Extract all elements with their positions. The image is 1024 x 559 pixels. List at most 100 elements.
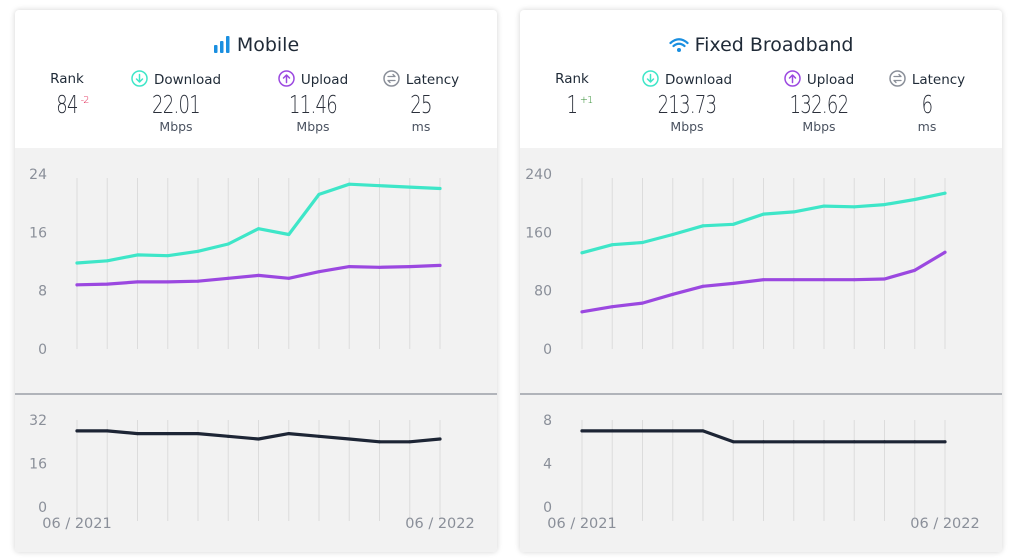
latency-data-point: [671, 429, 675, 433]
download-label: Download: [153, 72, 222, 88]
y-tick-label: 32: [29, 413, 47, 429]
latency-data-point: [226, 434, 230, 438]
upload-unit: Mbps: [802, 119, 836, 134]
y-tick-label: 0: [543, 500, 552, 516]
latency-value: 25: [410, 90, 432, 119]
download-data-point: [671, 233, 675, 237]
y-tick-label: 8: [543, 413, 552, 429]
latency-data-point: [822, 440, 826, 444]
upload-data-point: [136, 280, 139, 284]
latency-data-point: [883, 440, 886, 444]
upload-data-point: [731, 281, 735, 285]
upload-data-point: [166, 280, 170, 284]
rank-metric: Rank 84 -2: [15, 70, 122, 120]
download-data-point: [317, 192, 321, 196]
rank-label: Rank: [50, 71, 84, 87]
latency-unit: ms: [411, 119, 431, 134]
upload-metric: Upload 11.46 Mbps: [258, 70, 368, 134]
latency-data-point: [105, 429, 109, 433]
upload-data-point: [408, 265, 412, 269]
latency-data-point: [580, 429, 584, 433]
upload-metric: Upload 132.62 Mbps: [764, 70, 874, 134]
x-tick-label-start: 06 / 2021: [42, 516, 111, 532]
latency-metric: Latency 6 ms: [872, 70, 982, 134]
upload-data-point: [378, 265, 381, 269]
rank-metric: Rank 1 +1: [520, 70, 627, 120]
download-data-point: [378, 184, 381, 188]
upload-label: Upload: [300, 72, 349, 88]
latency-data-point: [641, 429, 644, 433]
latency-data-point: [317, 434, 321, 438]
upload-data-point: [75, 283, 79, 287]
y-tick-label: 16: [29, 225, 47, 241]
y-tick-label: 4: [543, 457, 552, 473]
latency-data-point: [792, 440, 796, 444]
latency-data-point: [166, 432, 170, 436]
panel-title-text: Mobile: [236, 34, 300, 56]
upload-data-point: [641, 301, 644, 305]
download-value: 22.01: [152, 90, 201, 119]
latency-data-point: [438, 437, 442, 441]
upload-data-point: [671, 292, 675, 296]
latency-label: Latency: [405, 72, 460, 88]
rank-change: +1: [580, 95, 593, 106]
latency-value: 6: [921, 90, 933, 119]
download-arrow-icon: [642, 70, 659, 92]
rank-label: Rank: [555, 71, 589, 87]
upload-data-point: [580, 310, 584, 314]
download-data-point: [226, 242, 230, 246]
latency-data-point: [287, 432, 291, 436]
upload-data-point: [610, 305, 614, 309]
download-arrow-icon: [131, 70, 148, 92]
download-data-point: [408, 185, 412, 189]
upload-data-point: [852, 278, 856, 282]
download-data-point: [166, 254, 170, 258]
panel-title-text: Fixed Broadband: [694, 34, 854, 56]
download-metric: Download 22.01 Mbps: [121, 70, 231, 134]
latency-label: Latency: [911, 72, 966, 88]
y-tick-label: 240: [525, 167, 552, 183]
download-data-point: [196, 249, 200, 253]
download-data-point: [731, 222, 735, 226]
mobile-panel: Mobile Rank 84 -2 Download 22.01 Mbps Upl…: [15, 10, 497, 552]
panel-title: Mobile: [15, 34, 497, 58]
download-data-point: [913, 198, 917, 202]
rank-change: -2: [80, 95, 90, 106]
latency-data-point: [852, 440, 856, 444]
download-data-point: [762, 212, 765, 216]
upload-data-point: [257, 273, 260, 277]
download-data-point: [822, 204, 826, 208]
latency-data-point: [257, 437, 260, 441]
download-data-point: [852, 205, 856, 209]
download-data-point: [257, 227, 260, 231]
latency-data-point: [701, 429, 705, 433]
upload-data-point: [347, 265, 351, 269]
download-data-point: [580, 251, 584, 255]
upload-data-point: [883, 277, 886, 281]
latency-data-point: [408, 440, 412, 444]
y-tick-label: 0: [38, 342, 47, 358]
upload-arrow-icon: [278, 70, 295, 92]
download-label: Download: [664, 72, 733, 88]
latency-data-point: [75, 429, 79, 433]
download-value: 213.73: [657, 90, 717, 119]
upload-arrow-icon: [784, 70, 801, 92]
y-tick-label: 16: [29, 457, 47, 473]
latency-data-point: [378, 440, 381, 444]
download-data-point: [792, 210, 796, 214]
download-data-point: [105, 259, 109, 263]
upload-data-point: [913, 268, 917, 272]
y-tick-label: 80: [534, 284, 552, 300]
latency-data-point: [913, 440, 917, 444]
latency-data-point: [762, 440, 765, 444]
download-data-point: [75, 261, 79, 265]
download-metric: Download 213.73 Mbps: [632, 70, 742, 134]
upload-data-point: [822, 278, 826, 282]
latency-data-point: [136, 432, 139, 436]
download-unit: Mbps: [159, 119, 193, 134]
download-data-point: [610, 243, 614, 247]
download-data-point: [438, 187, 442, 191]
latency-data-point: [196, 432, 200, 436]
